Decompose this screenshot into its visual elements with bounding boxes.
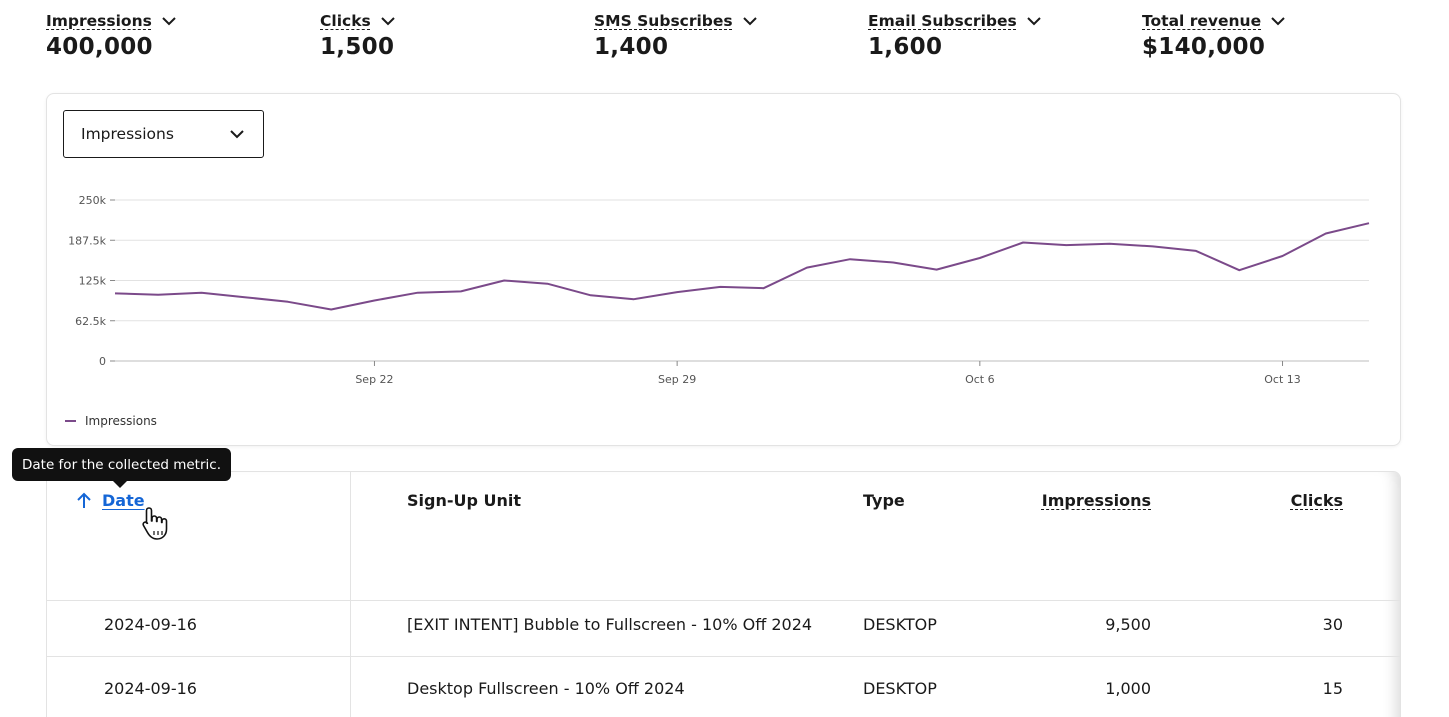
metric-label: Total revenue bbox=[1142, 12, 1262, 30]
y-tick-label: 62.5k bbox=[75, 315, 106, 328]
row-divider bbox=[47, 600, 1400, 601]
chevron-down-icon bbox=[1027, 17, 1041, 26]
cell-type: DESKTOP bbox=[863, 679, 937, 698]
chart-card: 0 62.5k 125k 187.5k 250k Sep 22 Sep 29 Oct 6 Oct… bbox=[46, 93, 1401, 446]
cell-clicks: 30 bbox=[1322, 615, 1343, 634]
metric-email-subscribes-selector[interactable]: Email Subscribes bbox=[868, 12, 1042, 30]
x-tick-label: Sep 22 bbox=[355, 373, 393, 386]
metric-sms-subscribes: SMS Subscribes 1,400 bbox=[594, 12, 758, 60]
line-chart: 0 62.5k 125k 187.5k 250k Sep 22 Sep 29 Oct 6 Oct… bbox=[68, 194, 1370, 386]
metric-label: SMS Subscribes bbox=[594, 12, 733, 30]
metric-sms-subscribes-selector[interactable]: SMS Subscribes bbox=[594, 12, 758, 30]
hand-pointer-cursor-icon bbox=[142, 507, 168, 540]
x-tick-label: Oct 13 bbox=[1264, 373, 1301, 386]
row-divider bbox=[47, 656, 1400, 657]
chevron-down-icon bbox=[1271, 17, 1285, 26]
cell-sign-up-unit: Desktop Fullscreen - 10% Off 2024 bbox=[407, 679, 685, 698]
cell-impressions: 1,000 bbox=[1105, 679, 1151, 698]
metric-total-revenue: Total revenue $140,000 bbox=[1142, 12, 1286, 60]
metric-value: 1,400 bbox=[594, 34, 669, 60]
column-header-date[interactable]: Date bbox=[75, 491, 145, 510]
metric-impressions-selector[interactable]: Impressions bbox=[46, 12, 177, 30]
date-header-tooltip: Date for the collected metric. bbox=[12, 448, 231, 488]
cell-sign-up-unit: [EXIT INTENT] Bubble to Fullscreen - 10%… bbox=[407, 615, 813, 634]
metric-label: Email Subscribes bbox=[868, 12, 1017, 30]
metrics-bar: Impressions 400,000 Clicks 1,500 SMS Sub… bbox=[0, 0, 1449, 90]
column-header-clicks[interactable]: Clicks bbox=[1290, 491, 1343, 510]
x-tick-label: Oct 6 bbox=[965, 373, 995, 386]
chevron-down-icon bbox=[742, 17, 757, 26]
chevron-down-icon bbox=[230, 130, 244, 139]
column-header-type[interactable]: Type bbox=[863, 491, 905, 510]
data-table: Date Sign-Up Unit Type Impressions Click… bbox=[46, 471, 1401, 717]
y-tick-label: 187.5k bbox=[68, 234, 106, 247]
legend-swatch bbox=[65, 420, 76, 422]
metric-email-subscribes: Email Subscribes 1,600 bbox=[868, 12, 1042, 60]
column-divider bbox=[350, 472, 351, 717]
chart-metric-select[interactable]: Impressions bbox=[63, 110, 264, 158]
arrow-up-icon bbox=[77, 492, 91, 508]
y-tick-label: 0 bbox=[99, 355, 106, 368]
legend-label: Impressions bbox=[85, 414, 157, 428]
metric-clicks-selector[interactable]: Clicks bbox=[320, 12, 396, 30]
cell-type: DESKTOP bbox=[863, 615, 937, 634]
metric-label: Impressions bbox=[46, 12, 152, 30]
y-tick-label: 250k bbox=[79, 194, 107, 207]
cell-impressions: 9,500 bbox=[1105, 615, 1151, 634]
metric-value: 1,600 bbox=[868, 34, 943, 60]
metric-label: Clicks bbox=[320, 12, 371, 30]
cell-date: 2024-09-16 bbox=[104, 615, 197, 634]
chart-legend[interactable]: Impressions bbox=[65, 414, 157, 428]
y-tick-label: 125k bbox=[79, 275, 107, 288]
metric-value: $140,000 bbox=[1142, 34, 1266, 60]
cell-clicks: 15 bbox=[1322, 679, 1343, 698]
chevron-down-icon bbox=[162, 17, 176, 26]
chevron-down-icon bbox=[381, 17, 395, 26]
x-tick-label: Sep 29 bbox=[658, 373, 696, 386]
column-header-date-label: Date bbox=[102, 491, 145, 510]
series-line-impressions bbox=[114, 222, 1370, 311]
metric-total-revenue-selector[interactable]: Total revenue bbox=[1142, 12, 1286, 30]
metric-value: 1,500 bbox=[320, 34, 395, 60]
metric-value: 400,000 bbox=[46, 34, 153, 60]
column-header-sign-up-unit[interactable]: Sign-Up Unit bbox=[407, 491, 522, 510]
cell-date: 2024-09-16 bbox=[104, 679, 197, 698]
metric-clicks: Clicks 1,500 bbox=[320, 12, 396, 60]
metric-impressions: Impressions 400,000 bbox=[46, 12, 177, 60]
column-header-impressions[interactable]: Impressions bbox=[1041, 491, 1151, 510]
chart-metric-select-value: Impressions bbox=[81, 125, 174, 143]
